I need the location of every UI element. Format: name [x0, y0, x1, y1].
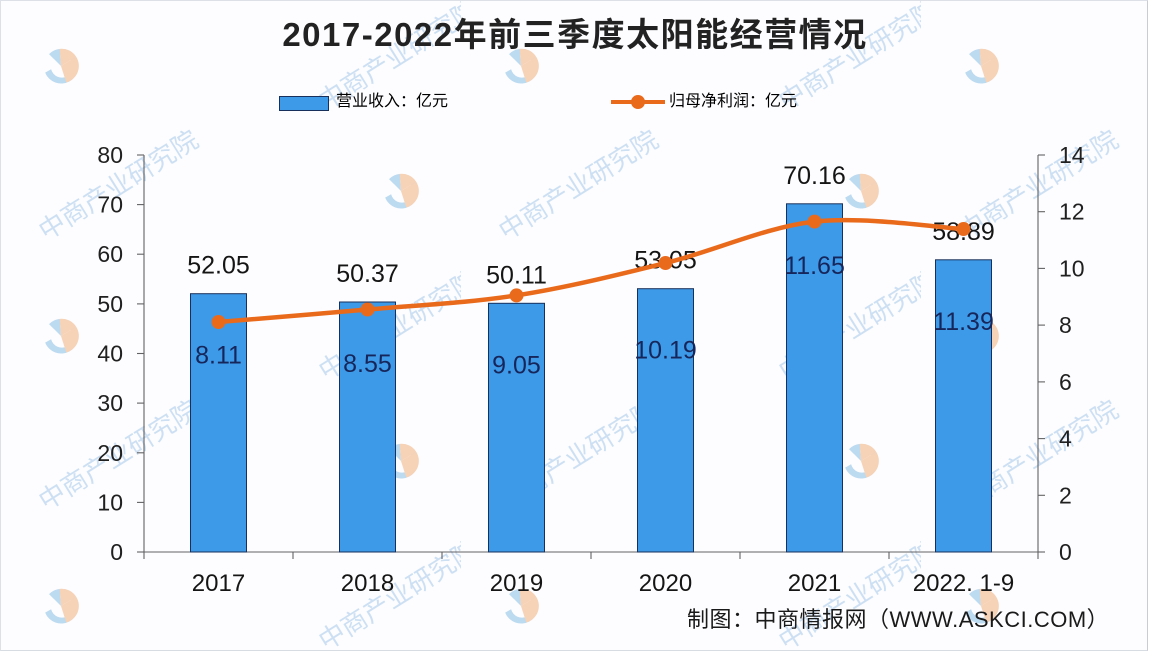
svg-text:50: 50 — [97, 291, 123, 317]
svg-text:0: 0 — [1059, 539, 1072, 565]
svg-text:6: 6 — [1059, 369, 1072, 395]
svg-text:2022. 1-9: 2022. 1-9 — [913, 570, 1014, 597]
svg-text:80: 80 — [97, 142, 123, 168]
svg-text:50.11: 50.11 — [486, 261, 547, 289]
svg-text:8.55: 8.55 — [343, 350, 392, 378]
svg-text:40: 40 — [97, 341, 123, 367]
svg-text:10: 10 — [97, 489, 123, 515]
svg-text:8: 8 — [1059, 312, 1072, 338]
svg-text:52.05: 52.05 — [187, 252, 250, 280]
svg-text:14: 14 — [1059, 142, 1085, 168]
svg-text:0: 0 — [110, 539, 123, 565]
svg-text:50.37: 50.37 — [336, 260, 399, 288]
svg-text:2019: 2019 — [490, 570, 543, 597]
svg-text:70: 70 — [97, 192, 123, 218]
svg-text:2: 2 — [1059, 482, 1072, 508]
svg-text:11.39: 11.39 — [933, 308, 994, 336]
svg-text:9.05: 9.05 — [492, 351, 541, 379]
svg-text:20: 20 — [97, 440, 123, 466]
svg-text:30: 30 — [97, 390, 123, 416]
svg-text:70.16: 70.16 — [783, 162, 846, 190]
svg-text:10.19: 10.19 — [634, 337, 697, 365]
svg-text:11.65: 11.65 — [784, 252, 845, 280]
svg-text:2018: 2018 — [341, 570, 394, 597]
svg-text:4: 4 — [1059, 426, 1072, 452]
svg-text:60: 60 — [97, 241, 123, 267]
svg-text:8.11: 8.11 — [195, 342, 242, 370]
svg-text:2020: 2020 — [639, 570, 692, 597]
svg-text:2021: 2021 — [788, 570, 841, 597]
svg-text:2017: 2017 — [192, 570, 245, 597]
svg-text:12: 12 — [1059, 199, 1085, 225]
svg-text:10: 10 — [1059, 255, 1085, 281]
